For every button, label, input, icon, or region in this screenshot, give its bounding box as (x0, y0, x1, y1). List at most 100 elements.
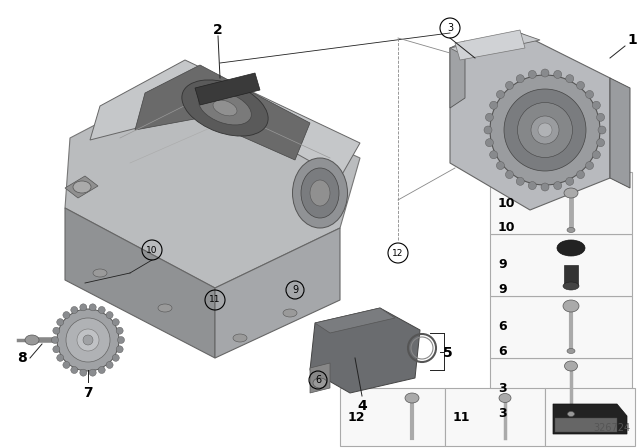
Text: 326724: 326724 (593, 423, 630, 433)
Ellipse shape (564, 361, 577, 371)
Polygon shape (455, 30, 525, 60)
Text: 2: 2 (213, 23, 223, 37)
Ellipse shape (596, 113, 605, 121)
Ellipse shape (538, 123, 552, 137)
Polygon shape (555, 418, 617, 432)
Ellipse shape (504, 89, 586, 171)
Ellipse shape (198, 91, 252, 125)
Ellipse shape (98, 366, 105, 374)
Ellipse shape (71, 366, 78, 374)
Ellipse shape (531, 116, 559, 144)
Ellipse shape (77, 329, 99, 351)
Text: 1: 1 (627, 33, 637, 47)
Text: 7: 7 (83, 386, 93, 400)
Ellipse shape (554, 181, 562, 190)
FancyBboxPatch shape (445, 388, 545, 446)
Ellipse shape (57, 319, 64, 326)
Ellipse shape (89, 304, 96, 311)
Polygon shape (215, 228, 340, 358)
Ellipse shape (53, 327, 60, 334)
Polygon shape (450, 33, 540, 56)
Polygon shape (450, 41, 465, 108)
Ellipse shape (506, 171, 513, 179)
Ellipse shape (490, 101, 498, 109)
Ellipse shape (158, 304, 172, 312)
Ellipse shape (25, 335, 39, 345)
Ellipse shape (593, 151, 600, 159)
Text: 12: 12 (392, 249, 404, 258)
Ellipse shape (89, 369, 96, 376)
Text: 6: 6 (498, 345, 507, 358)
Ellipse shape (566, 75, 573, 82)
Ellipse shape (593, 101, 600, 109)
Ellipse shape (233, 334, 247, 342)
Text: 12: 12 (348, 410, 365, 423)
Ellipse shape (485, 113, 493, 121)
Ellipse shape (313, 378, 327, 388)
FancyBboxPatch shape (545, 388, 635, 446)
Ellipse shape (598, 126, 606, 134)
Ellipse shape (73, 181, 91, 193)
Ellipse shape (57, 309, 119, 371)
Ellipse shape (563, 282, 579, 290)
Ellipse shape (518, 103, 573, 158)
Ellipse shape (541, 69, 549, 77)
Text: 9: 9 (498, 283, 507, 296)
Ellipse shape (490, 151, 498, 159)
Ellipse shape (586, 90, 593, 99)
Ellipse shape (567, 349, 575, 353)
Ellipse shape (577, 171, 584, 179)
Ellipse shape (586, 162, 593, 169)
Ellipse shape (405, 393, 419, 403)
Polygon shape (65, 176, 98, 198)
Ellipse shape (554, 70, 562, 78)
Ellipse shape (118, 336, 125, 344)
Ellipse shape (516, 177, 524, 185)
Text: 10: 10 (147, 246, 157, 254)
FancyBboxPatch shape (564, 265, 578, 285)
Ellipse shape (98, 306, 105, 314)
Text: 11: 11 (209, 296, 221, 305)
Ellipse shape (310, 180, 330, 206)
Text: 9: 9 (292, 285, 298, 295)
FancyBboxPatch shape (340, 388, 445, 446)
Text: 8: 8 (17, 351, 27, 365)
Polygon shape (65, 208, 215, 358)
Ellipse shape (516, 75, 524, 82)
Ellipse shape (528, 181, 536, 190)
Polygon shape (65, 78, 360, 288)
Ellipse shape (557, 240, 585, 256)
Ellipse shape (106, 311, 113, 319)
Ellipse shape (116, 327, 123, 334)
Polygon shape (195, 73, 260, 105)
Text: 9: 9 (498, 258, 507, 271)
Polygon shape (553, 404, 627, 434)
Ellipse shape (106, 362, 113, 368)
Ellipse shape (51, 336, 58, 344)
Text: 3: 3 (498, 383, 507, 396)
Ellipse shape (577, 82, 584, 90)
Ellipse shape (484, 126, 492, 134)
FancyBboxPatch shape (490, 358, 632, 420)
Polygon shape (315, 308, 395, 333)
Ellipse shape (568, 412, 575, 417)
Text: 5: 5 (443, 346, 453, 360)
Ellipse shape (80, 369, 87, 376)
Ellipse shape (499, 393, 511, 402)
Ellipse shape (57, 354, 64, 362)
Ellipse shape (71, 306, 78, 314)
Ellipse shape (66, 318, 110, 362)
Ellipse shape (596, 139, 605, 146)
Text: 6: 6 (498, 320, 507, 333)
Ellipse shape (182, 80, 268, 136)
Ellipse shape (93, 269, 107, 277)
Ellipse shape (541, 183, 549, 191)
Ellipse shape (53, 346, 60, 353)
Ellipse shape (566, 177, 573, 185)
Text: 6: 6 (315, 375, 321, 385)
Ellipse shape (112, 354, 119, 362)
Text: 3: 3 (447, 23, 453, 33)
Ellipse shape (497, 162, 504, 169)
Polygon shape (450, 33, 610, 210)
Ellipse shape (80, 304, 87, 311)
